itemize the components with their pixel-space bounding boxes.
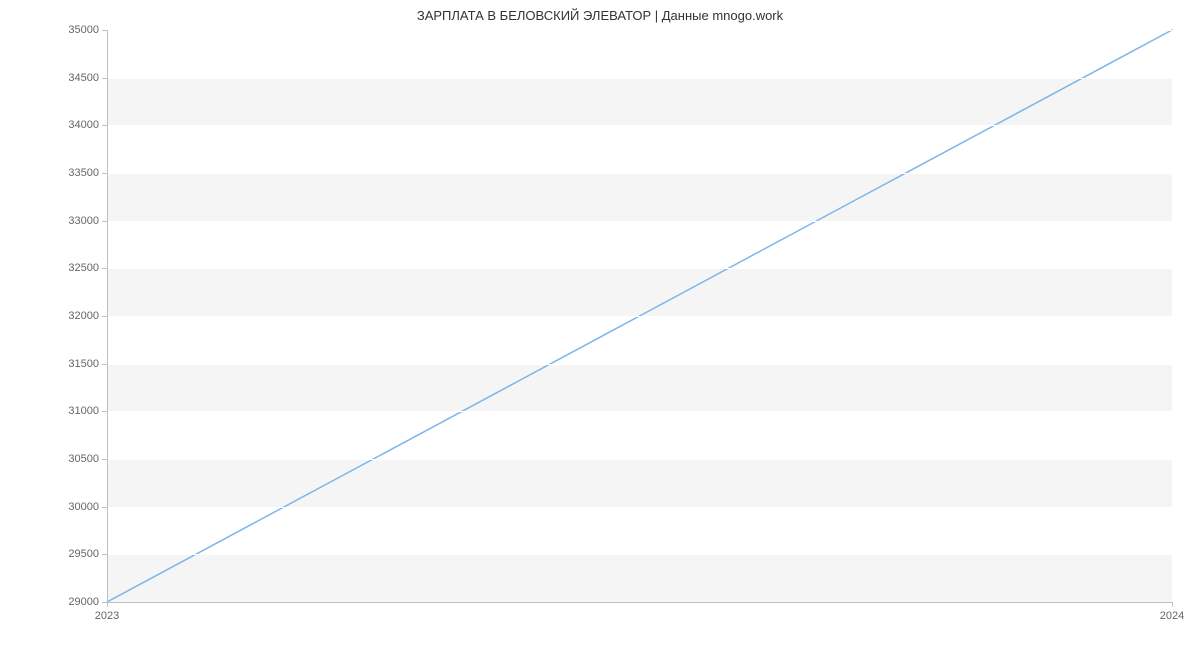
y-gridline bbox=[107, 30, 1172, 31]
y-tick bbox=[102, 125, 107, 126]
y-tick bbox=[102, 78, 107, 79]
y-gridline bbox=[107, 364, 1172, 365]
y-tick-label: 30500 bbox=[57, 453, 99, 465]
y-tick bbox=[102, 30, 107, 31]
y-tick bbox=[102, 173, 107, 174]
chart-title: ЗАРПЛАТА В БЕЛОВСКИЙ ЭЛЕВАТОР | Данные m… bbox=[0, 8, 1200, 23]
y-gridline bbox=[107, 316, 1172, 317]
y-tick-label: 29000 bbox=[57, 596, 99, 608]
y-gridline bbox=[107, 411, 1172, 412]
y-tick-label: 31000 bbox=[57, 405, 99, 417]
y-gridline bbox=[107, 173, 1172, 174]
salary-line-chart: ЗАРПЛАТА В БЕЛОВСКИЙ ЭЛЕВАТОР | Данные m… bbox=[0, 0, 1200, 650]
y-tick-label: 30000 bbox=[57, 501, 99, 513]
y-tick bbox=[102, 316, 107, 317]
y-tick bbox=[102, 507, 107, 508]
y-axis bbox=[107, 30, 108, 602]
y-gridline bbox=[107, 125, 1172, 126]
plot-area: 2900029500300003050031000315003200032500… bbox=[107, 30, 1172, 602]
y-tick-label: 29500 bbox=[57, 548, 99, 560]
x-axis bbox=[107, 602, 1172, 603]
y-gridline bbox=[107, 268, 1172, 269]
y-tick-label: 34000 bbox=[57, 119, 99, 131]
y-tick bbox=[102, 364, 107, 365]
y-tick bbox=[102, 554, 107, 555]
x-tick-label: 2023 bbox=[95, 610, 119, 622]
y-tick-label: 33000 bbox=[57, 215, 99, 227]
y-gridline bbox=[107, 554, 1172, 555]
y-tick bbox=[102, 459, 107, 460]
y-gridline bbox=[107, 459, 1172, 460]
y-gridline bbox=[107, 507, 1172, 508]
y-tick-label: 32000 bbox=[57, 310, 99, 322]
y-gridline bbox=[107, 221, 1172, 222]
y-tick bbox=[102, 411, 107, 412]
y-tick-label: 35000 bbox=[57, 24, 99, 36]
x-tick bbox=[1172, 602, 1173, 607]
y-tick-label: 33500 bbox=[57, 167, 99, 179]
y-tick-label: 34500 bbox=[57, 72, 99, 84]
x-tick bbox=[107, 602, 108, 607]
y-tick-label: 32500 bbox=[57, 262, 99, 274]
y-tick bbox=[102, 268, 107, 269]
y-gridline bbox=[107, 78, 1172, 79]
x-tick-label: 2024 bbox=[1160, 610, 1184, 622]
y-tick-label: 31500 bbox=[57, 358, 99, 370]
y-tick bbox=[102, 221, 107, 222]
